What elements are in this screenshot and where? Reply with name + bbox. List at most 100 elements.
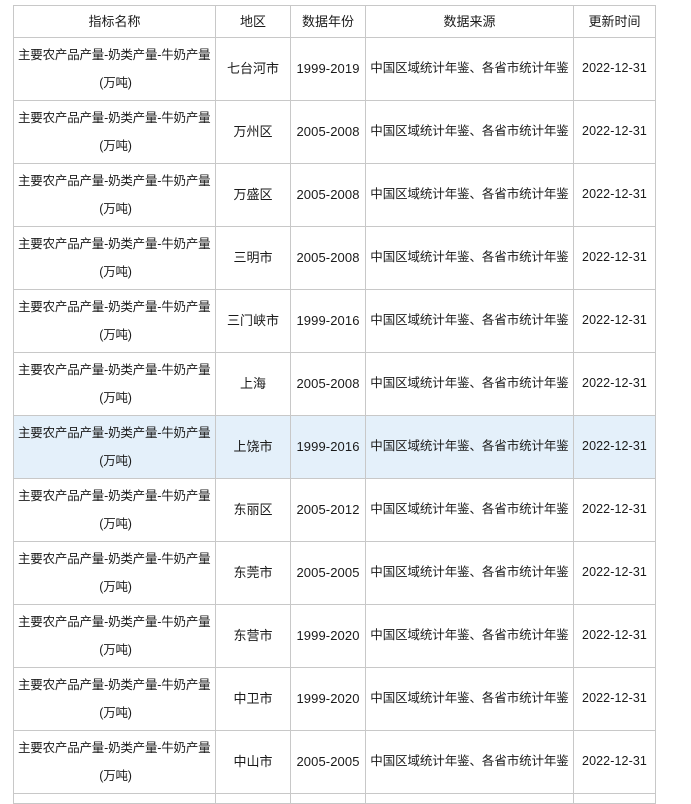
table-row[interactable]: 主要农产品产量-奶类产量-牛奶产量 (万吨) 中卫市 1999-2020 中国区域统计年…	[13, 667, 656, 731]
cell-data-source[interactable]: 中国区域统计年鉴、各省市统计年鉴	[365, 289, 574, 353]
cell-data-years[interactable]: 1999-2020	[290, 604, 366, 668]
cell-update-time[interactable]: 2022-12-31	[573, 478, 656, 542]
cell-partial	[13, 793, 216, 804]
table-row[interactable]: 主要农产品产量-奶类产量-牛奶产量 (万吨) 东莞市 2005-2005 中国区域统计年…	[13, 541, 656, 605]
cell-indicator-name[interactable]: 主要农产品产量-奶类产量-牛奶产量 (万吨)	[13, 730, 216, 794]
cell-region[interactable]: 上饶市	[215, 415, 291, 479]
cell-indicator-name[interactable]: 主要农产品产量-奶类产量-牛奶产量 (万吨)	[13, 226, 216, 290]
cell-region[interactable]: 东丽区	[215, 478, 291, 542]
cell-indicator-name[interactable]: 主要农产品产量-奶类产量-牛奶产量 (万吨)	[13, 667, 216, 731]
indicator-name-unit: (万吨)	[99, 265, 132, 279]
cell-update-time[interactable]: 2022-12-31	[573, 37, 656, 101]
cell-update-time[interactable]: 2022-12-31	[573, 289, 656, 353]
cell-data-years[interactable]: 1999-2016	[290, 289, 366, 353]
column-header-region[interactable]: 地区	[215, 5, 291, 38]
cell-data-source[interactable]: 中国区域统计年鉴、各省市统计年鉴	[365, 667, 574, 731]
indicator-name-unit: (万吨)	[99, 139, 132, 153]
cell-region[interactable]: 三门峡市	[215, 289, 291, 353]
column-header-updated[interactable]: 更新时间	[573, 5, 656, 38]
cell-indicator-name[interactable]: 主要农产品产量-奶类产量-牛奶产量 (万吨)	[13, 163, 216, 227]
cell-region[interactable]: 万州区	[215, 100, 291, 164]
table-row[interactable]: 主要农产品产量-奶类产量-牛奶产量 (万吨) 三明市 2005-2008 中国区域统计年…	[13, 226, 656, 290]
cell-data-source[interactable]: 中国区域统计年鉴、各省市统计年鉴	[365, 604, 574, 668]
cell-region[interactable]: 万盛区	[215, 163, 291, 227]
cell-update-time[interactable]: 2022-12-31	[573, 730, 656, 794]
cell-indicator-name[interactable]: 主要农产品产量-奶类产量-牛奶产量 (万吨)	[13, 541, 216, 605]
cell-region[interactable]: 中山市	[215, 730, 291, 794]
table-row-partial[interactable]	[13, 793, 656, 804]
cell-indicator-name[interactable]: 主要农产品产量-奶类产量-牛奶产量 (万吨)	[13, 289, 216, 353]
indicator-name-unit: (万吨)	[99, 391, 132, 405]
cell-data-years[interactable]: 1999-2016	[290, 415, 366, 479]
cell-data-source[interactable]: 中国区域统计年鉴、各省市统计年鉴	[365, 100, 574, 164]
indicator-name-line-1: 主要农产品产量-奶类产量-牛奶产量	[18, 425, 211, 440]
indicator-name-line-1: 主要农产品产量-奶类产量-牛奶产量	[18, 110, 211, 125]
table-row[interactable]: 主要农产品产量-奶类产量-牛奶产量 (万吨) 东营市 1999-2020 中国区域统计年…	[13, 604, 656, 668]
cell-update-time[interactable]: 2022-12-31	[573, 100, 656, 164]
cell-data-source[interactable]: 中国区域统计年鉴、各省市统计年鉴	[365, 730, 574, 794]
cell-data-source[interactable]: 中国区域统计年鉴、各省市统计年鉴	[365, 478, 574, 542]
cell-data-source[interactable]: 中国区域统计年鉴、各省市统计年鉴	[365, 37, 574, 101]
cell-partial	[573, 793, 656, 804]
table-row[interactable]: 主要农产品产量-奶类产量-牛奶产量 (万吨) 东丽区 2005-2012 中国区域统计年…	[13, 478, 656, 542]
cell-update-time[interactable]: 2022-12-31	[573, 541, 656, 605]
cell-region[interactable]: 三明市	[215, 226, 291, 290]
cell-data-years[interactable]: 2005-2008	[290, 226, 366, 290]
table-row[interactable]: 主要农产品产量-奶类产量-牛奶产量 (万吨) 上海 2005-2008 中国区域统计年鉴…	[13, 352, 656, 416]
cell-partial	[365, 793, 574, 804]
cell-data-years[interactable]: 2005-2008	[290, 352, 366, 416]
table-row[interactable]: 主要农产品产量-奶类产量-牛奶产量 (万吨) 万州区 2005-2008 中国区域统计年…	[13, 100, 656, 164]
cell-update-time[interactable]: 2022-12-31	[573, 226, 656, 290]
column-header-source[interactable]: 数据来源	[365, 5, 574, 38]
table-body: 主要农产品产量-奶类产量-牛奶产量 (万吨) 七台河市 1999-2019 中国区域统计…	[13, 37, 656, 804]
cell-data-years[interactable]: 2005-2008	[290, 163, 366, 227]
cell-data-source[interactable]: 中国区域统计年鉴、各省市统计年鉴	[365, 541, 574, 605]
table-row[interactable]: 主要农产品产量-奶类产量-牛奶产量 (万吨) 七台河市 1999-2019 中国区域统计…	[13, 37, 656, 101]
cell-indicator-name[interactable]: 主要农产品产量-奶类产量-牛奶产量 (万吨)	[13, 37, 216, 101]
cell-region[interactable]: 中卫市	[215, 667, 291, 731]
indicator-name-line-1: 主要农产品产量-奶类产量-牛奶产量	[18, 299, 211, 314]
cell-indicator-name[interactable]: 主要农产品产量-奶类产量-牛奶产量 (万吨)	[13, 604, 216, 668]
cell-indicator-name[interactable]: 主要农产品产量-奶类产量-牛奶产量 (万吨)	[13, 352, 216, 416]
data-table-container: 指标名称 地区 数据年份 数据来源 更新时间 主要农产品产量-奶类产量-牛奶产量…	[13, 5, 656, 804]
column-header-years[interactable]: 数据年份	[290, 5, 366, 38]
cell-data-years[interactable]: 2005-2008	[290, 100, 366, 164]
column-header-indicator[interactable]: 指标名称	[13, 5, 216, 38]
cell-indicator-name[interactable]: 主要农产品产量-奶类产量-牛奶产量 (万吨)	[13, 478, 216, 542]
cell-update-time[interactable]: 2022-12-31	[573, 604, 656, 668]
indicator-name-unit: (万吨)	[99, 328, 132, 342]
cell-region[interactable]: 东莞市	[215, 541, 291, 605]
cell-data-source[interactable]: 中国区域统计年鉴、各省市统计年鉴	[365, 415, 574, 479]
table-row[interactable]: 主要农产品产量-奶类产量-牛奶产量 (万吨) 万盛区 2005-2008 中国区域统计年…	[13, 163, 656, 227]
cell-region[interactable]: 上海	[215, 352, 291, 416]
cell-data-years[interactable]: 2005-2005	[290, 730, 366, 794]
indicator-name-line-1: 主要农产品产量-奶类产量-牛奶产量	[18, 551, 211, 566]
cell-data-years[interactable]: 2005-2012	[290, 478, 366, 542]
table-row[interactable]: 主要农产品产量-奶类产量-牛奶产量 (万吨) 中山市 2005-2005 中国区域统计年…	[13, 730, 656, 794]
cell-data-years[interactable]: 1999-2019	[290, 37, 366, 101]
cell-region[interactable]: 东营市	[215, 604, 291, 668]
indicator-name-line-1: 主要农产品产量-奶类产量-牛奶产量	[18, 47, 211, 62]
cell-indicator-name[interactable]: 主要农产品产量-奶类产量-牛奶产量 (万吨)	[13, 415, 216, 479]
indicator-name-line-1: 主要农产品产量-奶类产量-牛奶产量	[18, 173, 211, 188]
table-header: 指标名称 地区 数据年份 数据来源 更新时间	[13, 5, 656, 38]
cell-data-source[interactable]: 中国区域统计年鉴、各省市统计年鉴	[365, 352, 574, 416]
cell-data-source[interactable]: 中国区域统计年鉴、各省市统计年鉴	[365, 163, 574, 227]
table-row[interactable]: 主要农产品产量-奶类产量-牛奶产量 (万吨) 上饶市 1999-2016 中国区域统计年…	[13, 415, 656, 479]
cell-update-time[interactable]: 2022-12-31	[573, 352, 656, 416]
cell-update-time[interactable]: 2022-12-31	[573, 163, 656, 227]
cell-region[interactable]: 七台河市	[215, 37, 291, 101]
indicator-name-unit: (万吨)	[99, 202, 132, 216]
cell-update-time[interactable]: 2022-12-31	[573, 667, 656, 731]
table-row[interactable]: 主要农产品产量-奶类产量-牛奶产量 (万吨) 三门峡市 1999-2016 中国区域统计…	[13, 289, 656, 353]
cell-indicator-name[interactable]: 主要农产品产量-奶类产量-牛奶产量 (万吨)	[13, 100, 216, 164]
indicator-name-unit: (万吨)	[99, 706, 132, 720]
cell-data-years[interactable]: 2005-2005	[290, 541, 366, 605]
cell-data-source[interactable]: 中国区域统计年鉴、各省市统计年鉴	[365, 226, 574, 290]
cell-data-years[interactable]: 1999-2020	[290, 667, 366, 731]
indicator-name-line-1: 主要农产品产量-奶类产量-牛奶产量	[18, 488, 211, 503]
indicator-data-table: 指标名称 地区 数据年份 数据来源 更新时间 主要农产品产量-奶类产量-牛奶产量…	[13, 5, 656, 804]
indicator-name-line-1: 主要农产品产量-奶类产量-牛奶产量	[18, 362, 211, 377]
indicator-name-unit: (万吨)	[99, 769, 132, 783]
cell-update-time[interactable]: 2022-12-31	[573, 415, 656, 479]
